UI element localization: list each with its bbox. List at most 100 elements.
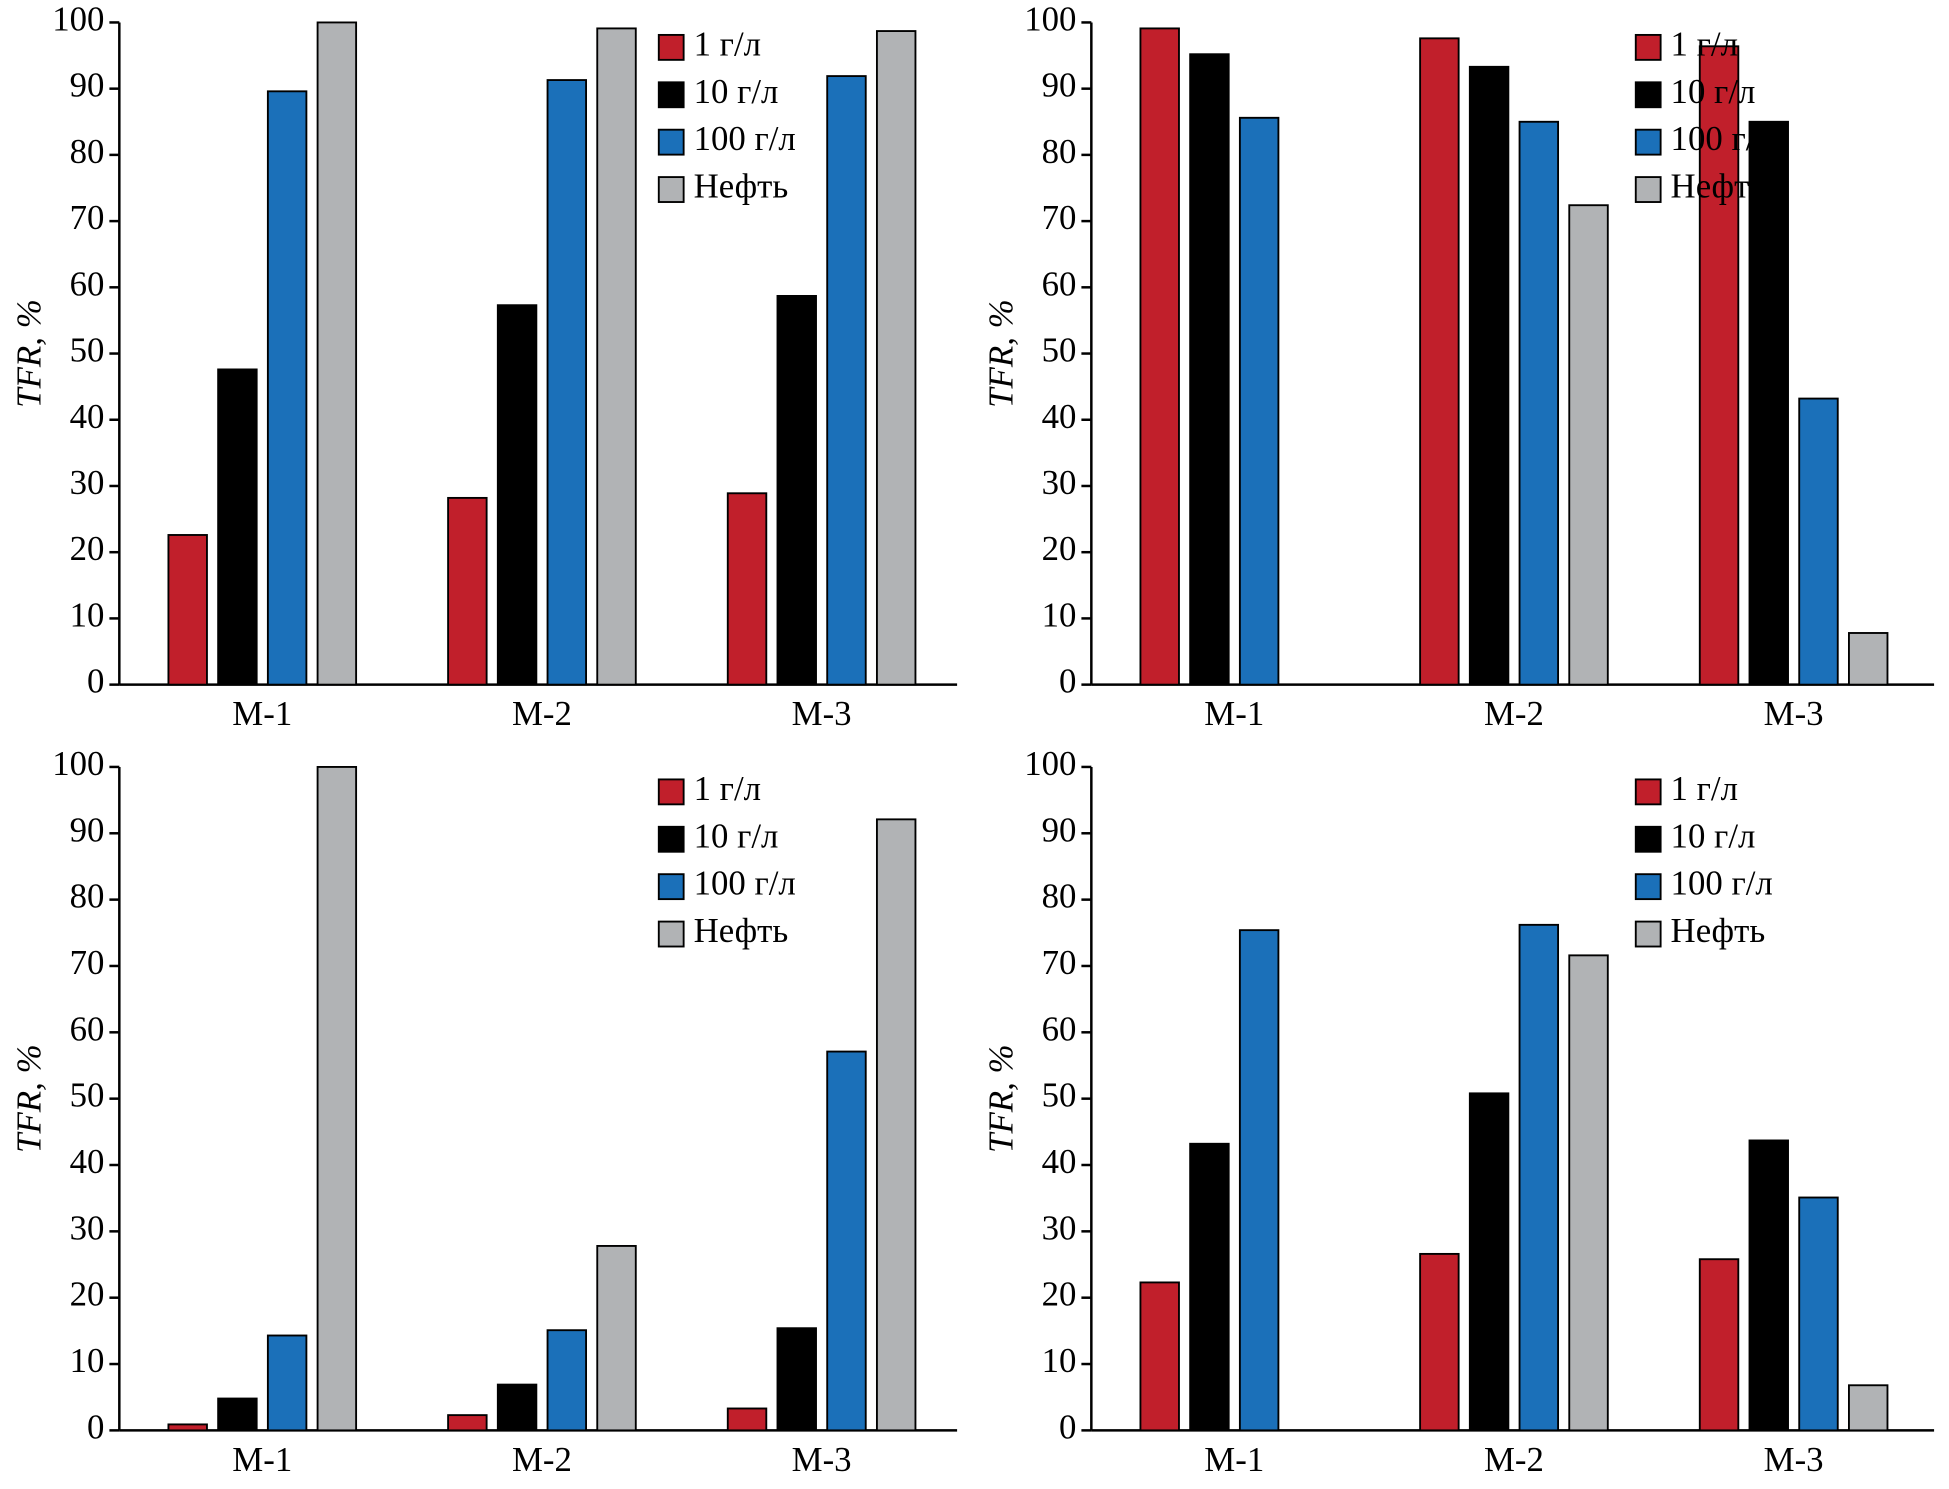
legend-swatch <box>657 128 685 156</box>
bar <box>1698 45 1740 686</box>
bar <box>1238 929 1280 1432</box>
y-axis-label: TFR, % <box>9 1044 48 1153</box>
legend-swatch <box>1634 128 1662 156</box>
bar <box>1798 397 1839 686</box>
y-tick-label: 80 <box>1042 132 1077 171</box>
legend-label: 10 г/л <box>1671 816 1756 855</box>
y-tick-label: 90 <box>70 66 105 105</box>
y-axis-label: TFR, % <box>9 299 48 408</box>
panel: 0 10 20 30 40 50 60 70 80 90 100 TFR, % M-1 M-2 M-3 1 г… <box>9 0 958 733</box>
bar <box>266 1334 308 1432</box>
y-axis-label: TFR, % <box>981 299 1020 408</box>
y-tick-label: 70 <box>70 943 105 982</box>
bar <box>1748 1139 1789 1432</box>
y-tick-label: 10 <box>1042 1341 1077 1380</box>
y-tick-label: 100 <box>1024 0 1076 38</box>
bar <box>826 1050 867 1432</box>
bar <box>316 766 358 1432</box>
legend-swatch <box>657 873 685 901</box>
bar <box>875 818 917 1432</box>
legend-label: 1 г/л <box>1671 769 1738 808</box>
bar <box>496 304 538 686</box>
legend-label: 10 г/л <box>1671 72 1756 111</box>
bar <box>447 496 488 686</box>
bar <box>546 79 587 686</box>
bar <box>1189 53 1230 686</box>
y-tick-label: 60 <box>1042 264 1077 303</box>
legend-swatch <box>1634 825 1662 853</box>
legend-label: 10 г/л <box>694 72 779 111</box>
y-tick-label: 70 <box>70 198 105 237</box>
bar <box>1419 1252 1460 1432</box>
y-tick-label: 80 <box>1042 877 1077 916</box>
y-tick-label: 0 <box>87 1407 104 1446</box>
y-tick-label: 20 <box>70 1275 105 1314</box>
legend-swatch <box>1634 176 1662 203</box>
bar <box>217 1397 258 1432</box>
bar <box>1568 204 1609 686</box>
y-tick-label: 20 <box>1042 1275 1077 1314</box>
legend-label: 1 г/л <box>1671 24 1738 63</box>
y-tick-label: 50 <box>1042 1076 1077 1115</box>
bar <box>1848 632 1889 686</box>
y-tick-label: 50 <box>1042 331 1077 370</box>
y-tick-label: 80 <box>70 877 105 916</box>
x-tick-label: M-3 <box>792 1440 852 1479</box>
legend-swatch <box>657 778 685 806</box>
legend-swatch <box>1634 33 1662 61</box>
y-tick-label: 70 <box>1042 198 1077 237</box>
legend-label: Нефть <box>694 911 789 950</box>
y-tick-label: 20 <box>1042 529 1077 568</box>
y-tick-label: 100 <box>52 744 104 783</box>
legend-swatch <box>1634 920 1662 948</box>
bar <box>1468 1092 1510 1432</box>
x-tick-label: M-1 <box>1204 1440 1264 1479</box>
x-tick-label: M-2 <box>512 1440 572 1479</box>
y-tick-label: 50 <box>70 1076 105 1115</box>
bar <box>546 1329 587 1432</box>
bar <box>1798 1196 1839 1432</box>
bar <box>776 294 817 686</box>
y-tick-label: 0 <box>87 662 104 701</box>
legend-label: Нефть <box>694 167 789 206</box>
bar <box>875 30 917 686</box>
bar <box>726 492 768 686</box>
x-tick-label: M-1 <box>232 694 292 733</box>
bar <box>167 534 208 686</box>
x-tick-label: M-3 <box>792 694 852 733</box>
bar <box>1518 923 1560 1432</box>
legend-swatch <box>1634 778 1662 806</box>
bar <box>1698 1258 1740 1432</box>
bar <box>1518 120 1560 686</box>
y-tick-label: 60 <box>70 264 105 303</box>
bar <box>496 1383 538 1432</box>
bar <box>1468 65 1510 686</box>
x-tick-label: M-2 <box>512 694 572 733</box>
legend-swatch <box>657 81 685 109</box>
bar <box>1139 27 1180 686</box>
y-tick-label: 60 <box>1042 1009 1077 1048</box>
bar <box>217 368 258 686</box>
y-tick-label: 60 <box>70 1009 105 1048</box>
y-tick-label: 30 <box>1042 463 1077 502</box>
x-tick-label: M-1 <box>232 1440 292 1479</box>
bar <box>1238 116 1280 686</box>
bar <box>726 1407 768 1432</box>
legend-label: 100 г/л <box>1671 119 1773 158</box>
legend-label: Нефть <box>1671 167 1766 206</box>
legend-label: 100 г/л <box>694 119 796 158</box>
bar <box>1748 120 1789 686</box>
legend-swatch <box>657 920 685 948</box>
y-tick-label: 50 <box>70 331 105 370</box>
legend-swatch <box>657 176 685 203</box>
bar <box>1848 1384 1889 1432</box>
y-tick-label: 10 <box>70 1341 105 1380</box>
y-tick-label: 100 <box>52 0 104 38</box>
y-tick-label: 90 <box>1042 66 1077 105</box>
legend-swatch <box>657 825 685 853</box>
y-tick-label: 70 <box>1042 943 1077 982</box>
x-tick-label: M-2 <box>1484 1440 1544 1479</box>
y-tick-label: 40 <box>70 1142 105 1181</box>
x-tick-label: M-2 <box>1484 694 1544 733</box>
